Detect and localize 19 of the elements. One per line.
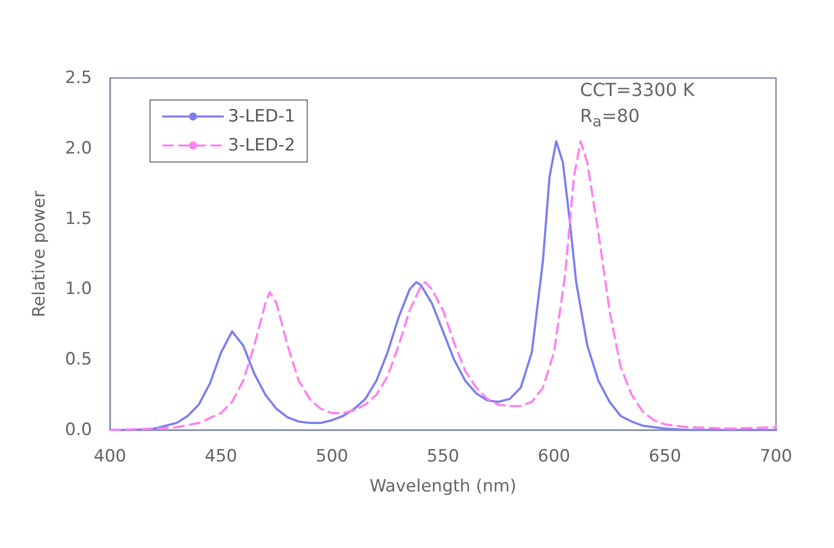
x-tick-label: 550: [426, 446, 460, 466]
y-tick-label: 1.5: [64, 208, 92, 229]
legend-label: 3-LED-2: [228, 136, 296, 156]
annotation: CCT=3300 K: [580, 79, 695, 103]
y-tick-label: 2.5: [64, 68, 92, 88]
y-tick-label: 2.0: [64, 138, 92, 158]
y-tick-label: 0.0: [64, 420, 92, 440]
x-tick-label: 500: [316, 446, 348, 466]
x-tick-label: 600: [538, 446, 570, 466]
x-tick-label: 650: [648, 446, 682, 466]
x-tick-label: 700: [760, 446, 792, 466]
x-tick-label: 450: [204, 446, 238, 466]
y-tick-label: 0.5: [64, 350, 92, 370]
x-tick-label: 400: [94, 446, 126, 466]
legend-label: 3-LED-1: [228, 106, 296, 126]
annotation: R$_{a}$=80: [580, 105, 641, 133]
x-axis-title: Wavelength (nm): [370, 476, 516, 496]
y-tick-label: 1.0: [64, 279, 92, 300]
y-axis-title: Relative power: [30, 190, 50, 318]
